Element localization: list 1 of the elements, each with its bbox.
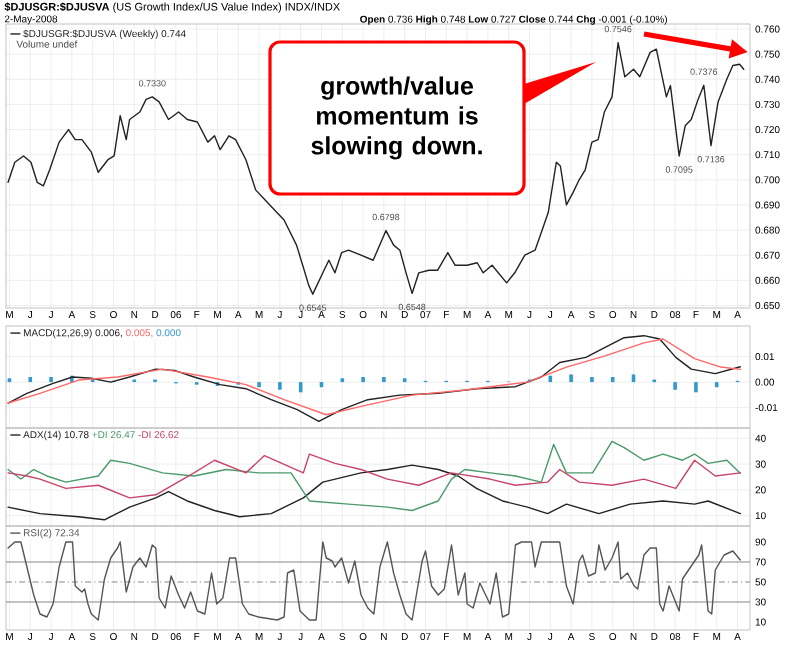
annotation: growth/value momentum is slowing down. [311, 76, 482, 160]
